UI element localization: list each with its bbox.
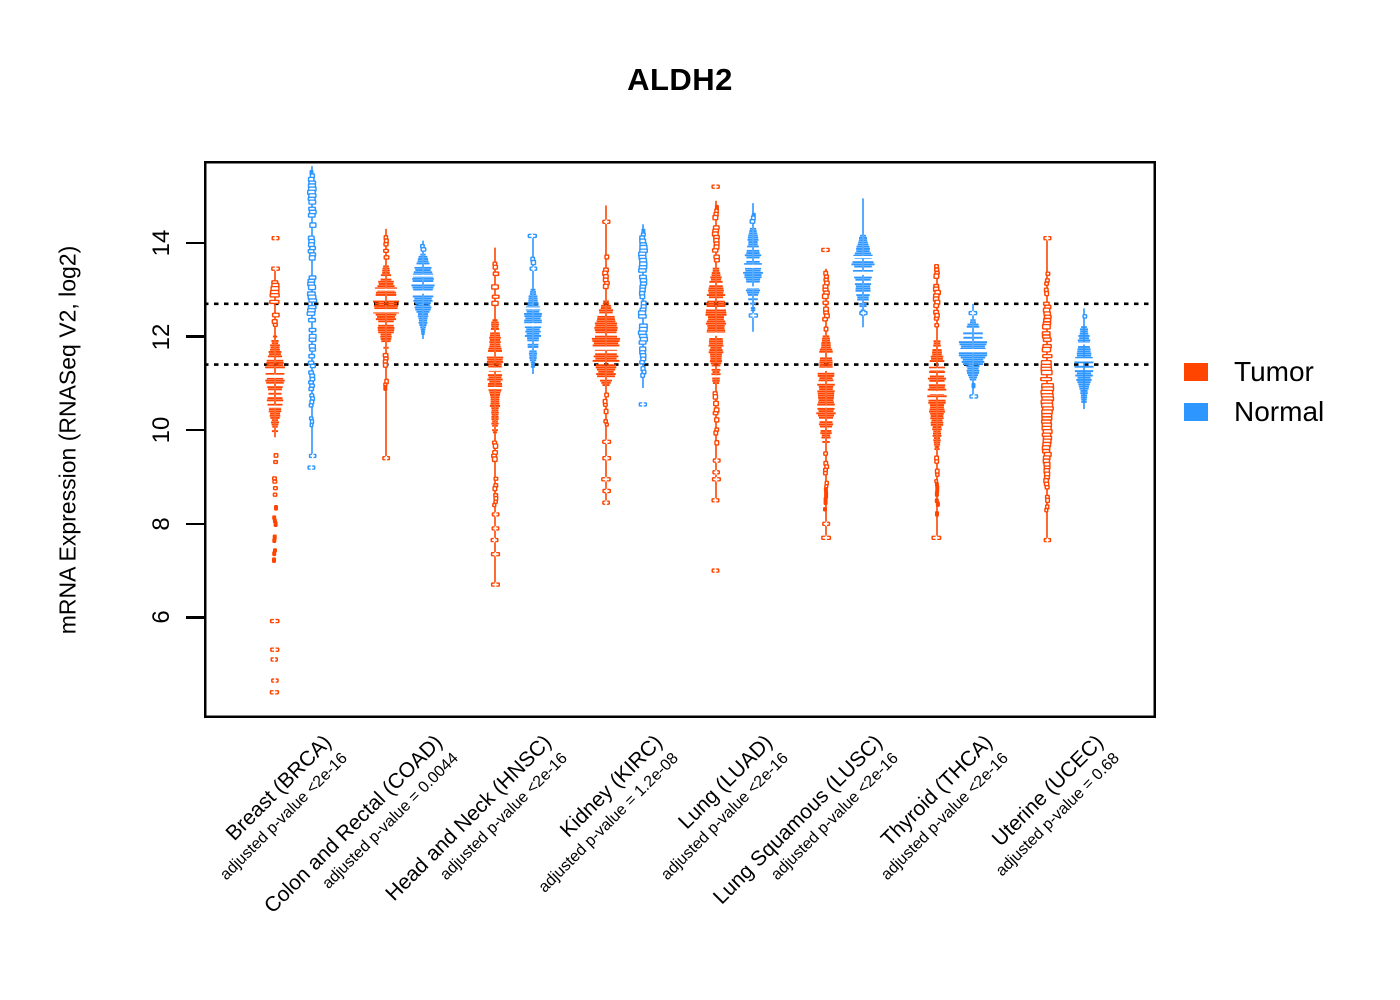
y-tick-mark-10	[186, 428, 204, 432]
strip-normal-4	[740, 203, 766, 332]
normal-swatch-icon	[1184, 403, 1208, 421]
y-tick-label-8: 8	[148, 517, 175, 531]
strip-normal-5	[849, 198, 877, 328]
strip-normal-3	[637, 224, 649, 407]
y-tick-mark-12	[186, 335, 204, 338]
strip-tumor-5	[813, 247, 839, 540]
strip-normal-6	[955, 303, 991, 399]
y-tick-mark-6	[186, 616, 204, 619]
plot-area	[204, 161, 1156, 718]
y-tick-label-6: 6	[148, 610, 175, 625]
strip-tumor-0	[262, 236, 288, 695]
strip-normal-1	[407, 240, 439, 339]
strip-tumor-1	[369, 228, 403, 461]
strip-tumor-4	[704, 184, 728, 573]
strip-tumor-6	[924, 264, 950, 540]
chart-title: ALDH2	[627, 62, 733, 97]
y-tick-mark-14	[186, 241, 204, 245]
strip-normal-2	[520, 233, 546, 374]
legend-row-tumor: Tumor	[1184, 352, 1324, 392]
tumor-swatch-icon	[1184, 363, 1208, 381]
y-tick-mark-8	[186, 522, 204, 525]
strip-tumor-2	[484, 247, 506, 587]
y-tick-label-12: 12	[148, 323, 175, 350]
strip-tumor-3	[588, 205, 624, 505]
strip-normal-7	[1071, 308, 1097, 410]
y-axis-label: mRNA Expression (RNASeq V2, log2)	[54, 245, 81, 635]
x-label-name: Breast (BRCA)	[221, 730, 336, 846]
strip-normal-0	[306, 166, 318, 470]
strip-tumor-7	[1040, 236, 1055, 543]
legend-label-normal: Normal	[1234, 396, 1325, 427]
legend-row-normal: Normal	[1184, 392, 1324, 432]
legend-label-tumor: Tumor	[1234, 356, 1314, 387]
plot-border	[204, 161, 1156, 718]
y-tick-label-14: 14	[148, 229, 175, 257]
legend: Tumor Normal	[1184, 352, 1324, 432]
y-tick-label-10: 10	[148, 416, 175, 444]
